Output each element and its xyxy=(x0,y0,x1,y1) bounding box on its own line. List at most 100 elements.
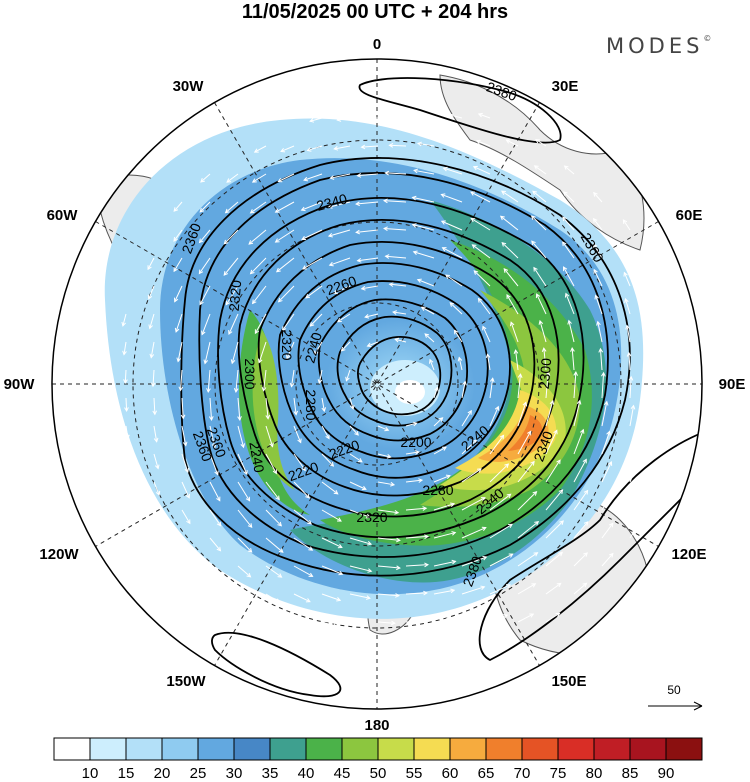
wind-vector xyxy=(447,141,463,147)
wind-vector xyxy=(225,201,239,214)
wind-vector xyxy=(361,145,379,148)
wind-vector xyxy=(405,535,428,539)
wind-vector-head xyxy=(228,330,233,335)
wind-vector-head xyxy=(593,191,598,197)
wind-vector xyxy=(293,453,306,471)
wind-vector-head xyxy=(273,624,279,629)
modes-logo: MODES© xyxy=(606,34,712,58)
wind-vector xyxy=(278,285,295,303)
wind-vector-head xyxy=(443,646,449,651)
wind-vector-head xyxy=(448,113,454,119)
wind-vector-head xyxy=(225,300,231,306)
wind-vector xyxy=(545,520,564,539)
wind-vector-head xyxy=(223,239,229,245)
wind-vector-head xyxy=(249,269,255,275)
wind-vector xyxy=(173,229,183,242)
colorbar-tick-label: 45 xyxy=(334,765,351,782)
wind-vector-head xyxy=(302,265,307,270)
wind-vector xyxy=(385,172,407,175)
wind-vector xyxy=(656,356,659,371)
wind-vector-head xyxy=(185,571,191,577)
wind-vector-head xyxy=(156,517,161,523)
wind-vector-head xyxy=(593,268,598,274)
colorbar-swatch xyxy=(197,737,235,761)
wind-vector xyxy=(517,583,536,595)
wind-vector-head xyxy=(243,624,249,630)
wind-vector-head xyxy=(186,545,191,550)
wind-vector xyxy=(265,453,277,474)
wind-vector xyxy=(356,229,379,233)
wind-vector-head xyxy=(503,165,509,170)
wind-vector-head xyxy=(147,294,153,300)
wind-vector xyxy=(629,434,637,455)
wind-vector xyxy=(181,565,191,576)
wind-vector-head xyxy=(251,178,257,183)
wind-vector-head xyxy=(470,191,476,196)
wind-vector-head xyxy=(206,388,211,393)
wind-vector xyxy=(199,229,211,243)
wind-vector xyxy=(181,481,190,499)
wind-vector xyxy=(174,285,183,302)
wind-vector-head xyxy=(303,176,309,182)
wind-vector xyxy=(201,313,211,335)
wind-vector-head xyxy=(336,117,342,122)
wind-vector xyxy=(433,387,438,399)
wind-vector-head xyxy=(224,208,230,214)
wind-vector xyxy=(413,251,435,259)
wind-vector-head xyxy=(253,148,259,153)
wind-vector-head xyxy=(198,238,204,244)
wind-vector-head xyxy=(395,593,400,598)
wind-vector xyxy=(487,354,491,371)
wind-vector xyxy=(377,621,395,624)
colorbar-swatch xyxy=(53,737,91,761)
wind-vector-head xyxy=(246,572,252,578)
wind-vector xyxy=(517,461,535,483)
wind-vector xyxy=(601,492,613,511)
wind-vector-head xyxy=(226,178,232,183)
wind-vector-head xyxy=(124,407,129,413)
wind-vector xyxy=(517,374,522,399)
graticule xyxy=(52,59,702,709)
wind-vector xyxy=(489,553,513,567)
wind-vector-head xyxy=(472,439,478,445)
wind-vector xyxy=(303,173,323,181)
wind-vector xyxy=(321,649,335,654)
wind-vector-head xyxy=(630,404,636,410)
wind-vector xyxy=(224,229,239,245)
wind-vector xyxy=(517,521,539,539)
wind-vector-head xyxy=(451,559,457,565)
wind-vector-head xyxy=(412,250,418,255)
wind-vector xyxy=(252,285,267,304)
wind-vector xyxy=(250,201,267,214)
wind-vector xyxy=(286,341,295,359)
wind-vector xyxy=(204,341,211,364)
wind-vector-head xyxy=(387,648,393,653)
lon-label-60e: 60E xyxy=(676,207,703,224)
wind-vector xyxy=(565,293,575,315)
wind-vector xyxy=(237,397,241,420)
wind-vector-head xyxy=(396,565,401,571)
wind-vector-head xyxy=(216,546,222,552)
reference-vector-arrowhead xyxy=(693,701,703,711)
contour-label: 2320 xyxy=(279,329,295,360)
wind-vector-head xyxy=(354,430,359,436)
wind-vector xyxy=(377,453,391,458)
wind-vector-head xyxy=(607,460,613,466)
wind-vector xyxy=(593,269,603,287)
wind-vector xyxy=(237,425,245,448)
wind-vector xyxy=(601,431,610,455)
longitude-labels: 0 30E 60E 90E 120E 150E 180 150W 120W 90… xyxy=(4,36,746,734)
wind-vector xyxy=(321,593,341,601)
colorbar-tick-label: 15 xyxy=(118,765,135,782)
wind-vector-head xyxy=(305,598,311,603)
wind-vector-head xyxy=(185,493,190,499)
reference-vector: 50 xyxy=(648,683,703,711)
wind-vector-head xyxy=(362,622,368,627)
wind-vector-head xyxy=(424,534,429,540)
contour-label: 2240 xyxy=(246,440,267,474)
wind-vector-head xyxy=(503,268,509,273)
wind-vector-head xyxy=(321,407,327,413)
contour-label: 2320 xyxy=(356,509,387,525)
wind-vector-head xyxy=(248,240,254,245)
wind-vector xyxy=(489,378,494,399)
